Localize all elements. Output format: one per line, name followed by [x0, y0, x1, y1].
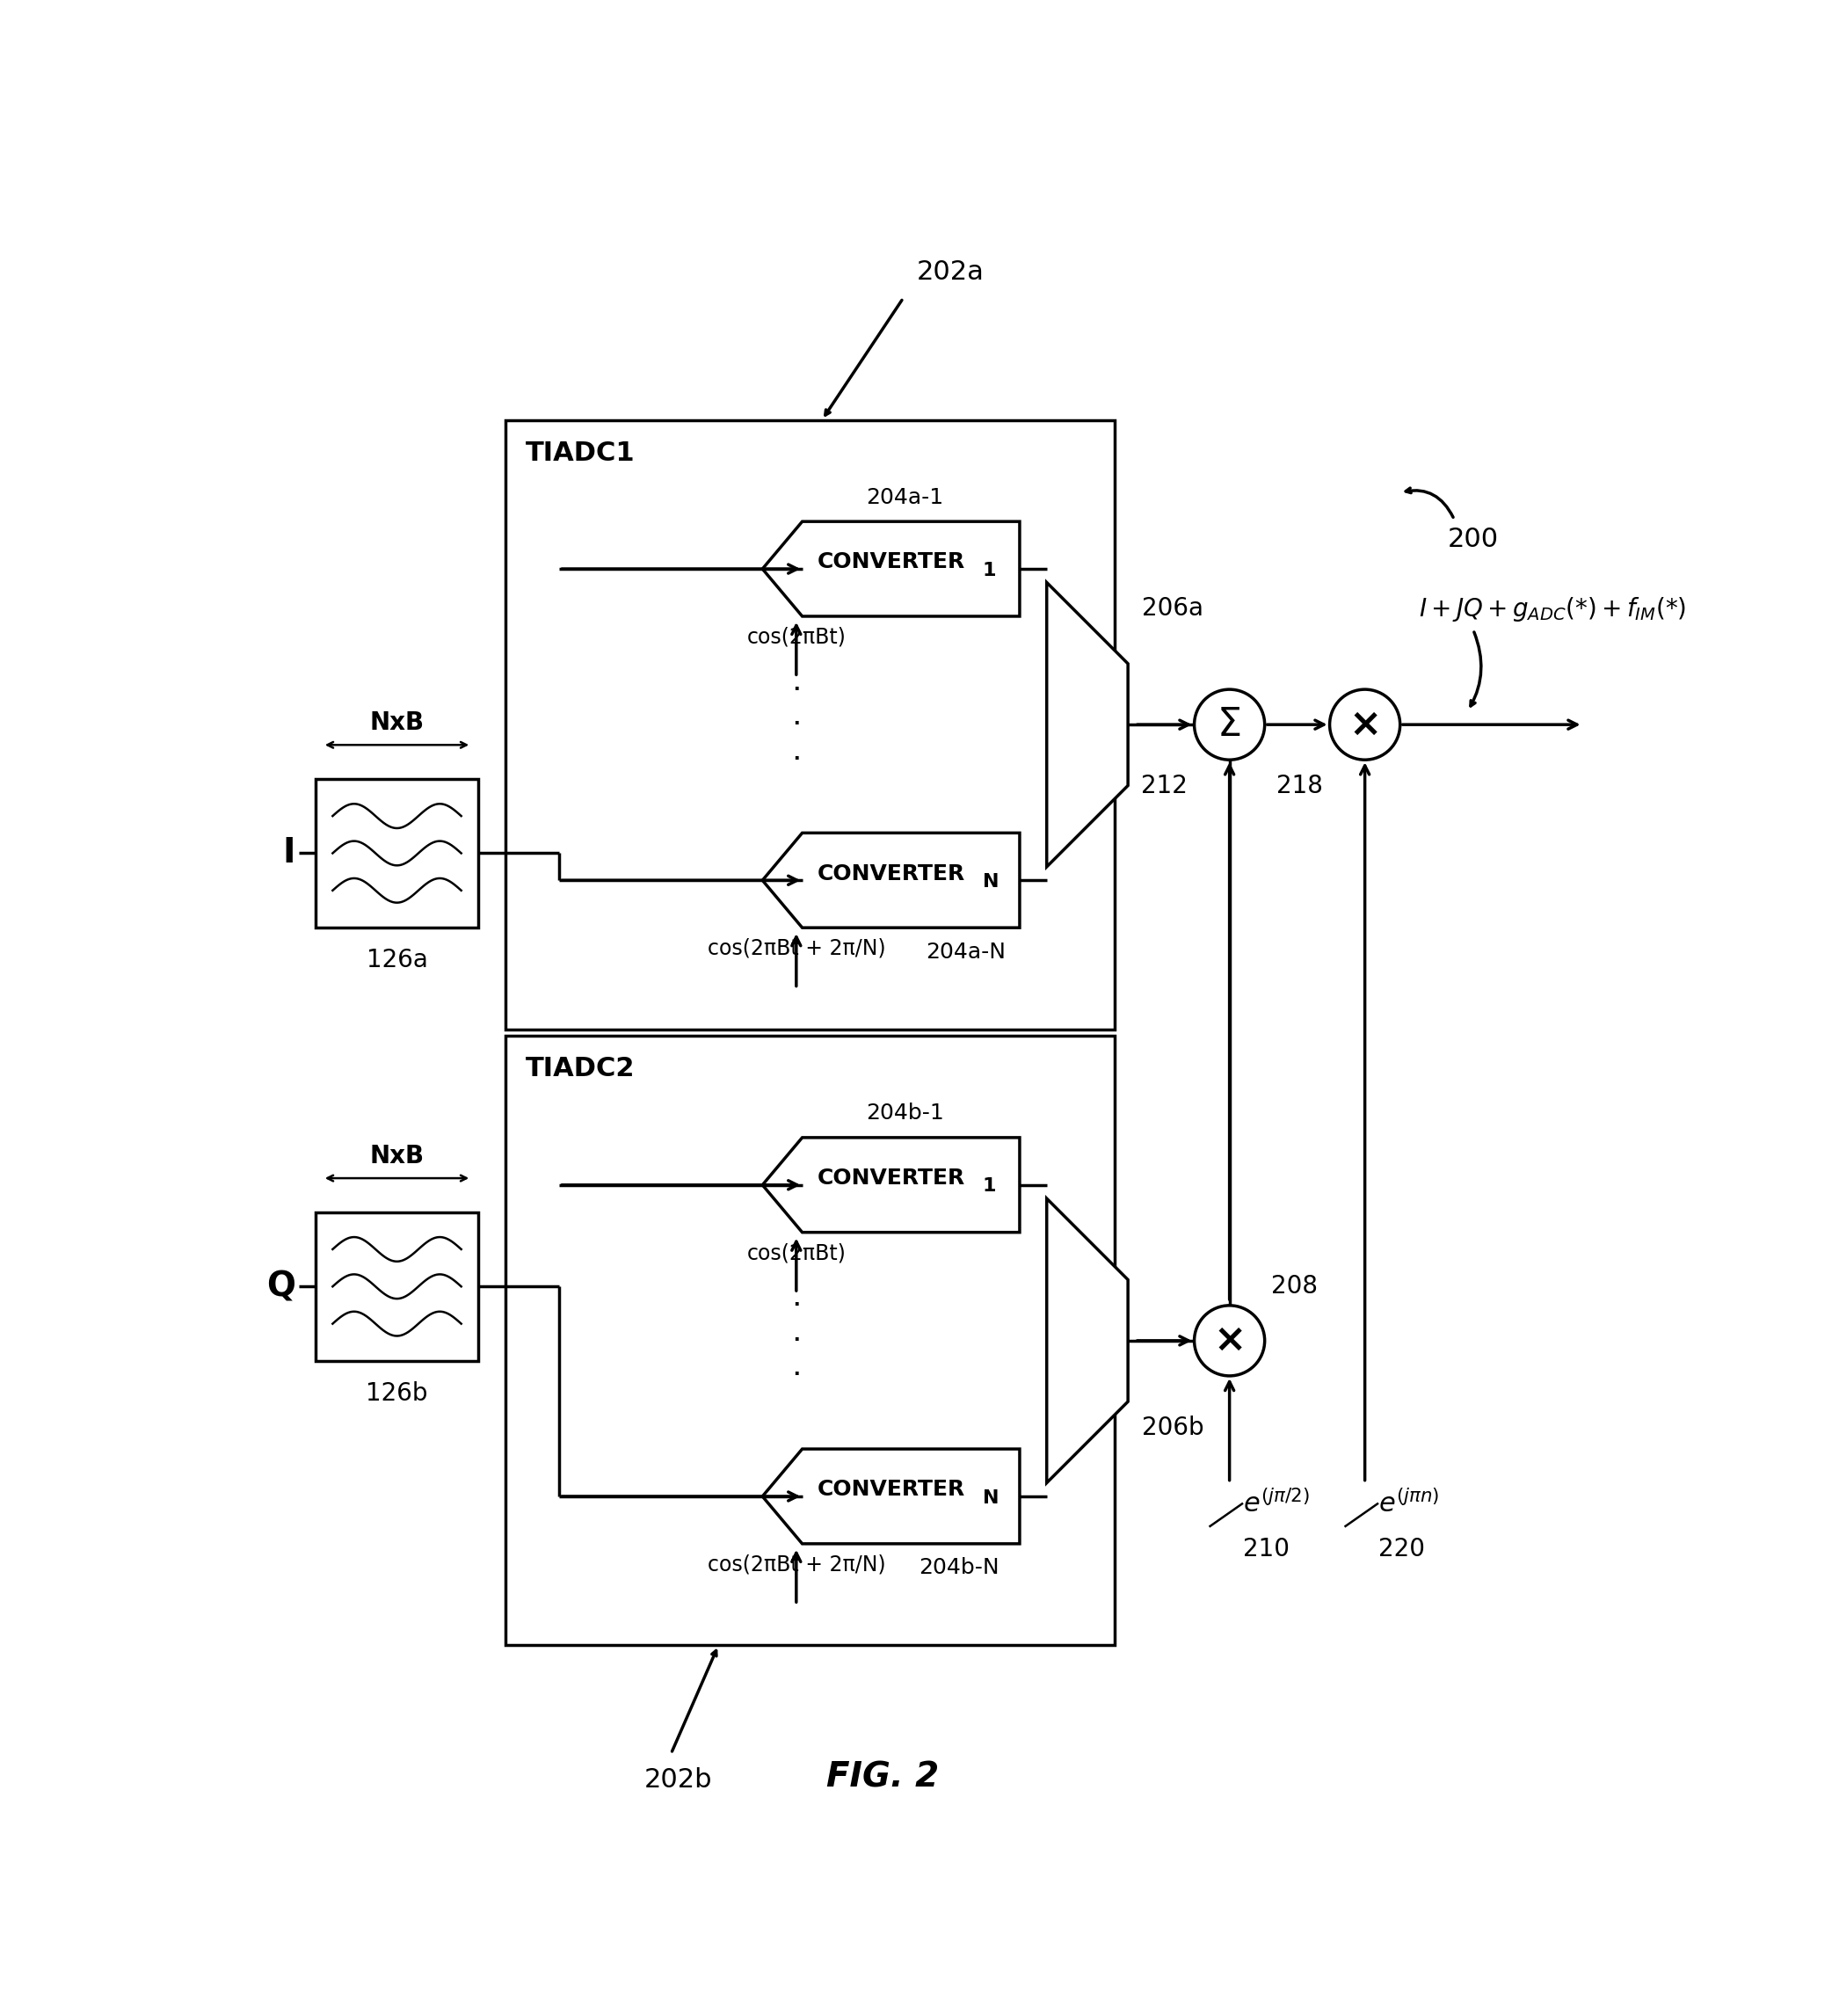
Text: 206a: 206a — [1142, 597, 1203, 621]
Polygon shape — [763, 1450, 1019, 1544]
Text: cos(2πBt + 2π/N): cos(2πBt + 2π/N) — [708, 1554, 885, 1574]
Text: NxB: NxB — [370, 710, 425, 734]
Text: 204a-1: 204a-1 — [866, 488, 943, 508]
Text: 202b: 202b — [644, 1768, 712, 1792]
Text: $e^{(j\pi/2)}$: $e^{(j\pi/2)}$ — [1243, 1490, 1309, 1518]
Text: $I+JQ+g_{ADC}(*)+f_{IM}(*)$: $I+JQ+g_{ADC}(*)+f_{IM}(*)$ — [1420, 595, 1686, 623]
Text: CONVERTER: CONVERTER — [817, 552, 965, 573]
Text: TIADC2: TIADC2 — [526, 1056, 634, 1083]
Bar — [316, 778, 478, 927]
Text: 212: 212 — [1140, 774, 1188, 798]
Text: N: N — [982, 1490, 999, 1506]
Polygon shape — [763, 522, 1019, 617]
Polygon shape — [1046, 1198, 1127, 1484]
Text: 126b: 126b — [366, 1381, 428, 1405]
Text: 126a: 126a — [366, 948, 428, 972]
Text: 204b-1: 204b-1 — [866, 1103, 943, 1125]
Text: 206b: 206b — [1142, 1415, 1203, 1439]
Text: CONVERTER: CONVERTER — [817, 1480, 965, 1500]
Text: cos(2πBt): cos(2πBt) — [747, 1242, 846, 1264]
Text: 218: 218 — [1276, 774, 1322, 798]
Text: N: N — [982, 873, 999, 891]
Text: 204b-N: 204b-N — [918, 1556, 999, 1579]
Text: 1: 1 — [982, 562, 997, 579]
Circle shape — [1194, 689, 1265, 760]
Text: ·
·
·: · · · — [791, 675, 802, 774]
Text: Q: Q — [267, 1270, 296, 1302]
Text: cos(2πBt): cos(2πBt) — [747, 627, 846, 647]
Bar — [506, 419, 1114, 1030]
Polygon shape — [763, 1137, 1019, 1232]
Text: 204a-N: 204a-N — [925, 941, 1006, 962]
Text: NxB: NxB — [370, 1143, 425, 1167]
Text: 220: 220 — [1379, 1536, 1425, 1562]
Text: ×: × — [1214, 1322, 1245, 1359]
Text: Σ: Σ — [1217, 706, 1241, 744]
Polygon shape — [1046, 583, 1127, 867]
Text: cos(2πBt + 2π/N): cos(2πBt + 2π/N) — [708, 937, 885, 960]
Text: 208: 208 — [1271, 1274, 1319, 1298]
Text: 1: 1 — [982, 1177, 997, 1195]
Text: TIADC1: TIADC1 — [526, 439, 634, 466]
Text: CONVERTER: CONVERTER — [817, 1167, 965, 1189]
Text: FIG. 2: FIG. 2 — [828, 1760, 940, 1794]
Circle shape — [1330, 689, 1399, 760]
Text: $e^{(j\pi n)}$: $e^{(j\pi n)}$ — [1379, 1490, 1440, 1518]
Text: I: I — [283, 837, 296, 871]
Text: 202a: 202a — [918, 260, 984, 284]
Text: ·
·
·: · · · — [791, 1290, 802, 1391]
Bar — [506, 1036, 1114, 1645]
Text: 200: 200 — [1447, 526, 1499, 552]
Bar — [316, 1212, 478, 1361]
Text: 210: 210 — [1243, 1536, 1289, 1562]
Text: ×: × — [1348, 706, 1381, 744]
Circle shape — [1194, 1306, 1265, 1375]
Text: CONVERTER: CONVERTER — [817, 863, 965, 885]
Polygon shape — [763, 833, 1019, 927]
